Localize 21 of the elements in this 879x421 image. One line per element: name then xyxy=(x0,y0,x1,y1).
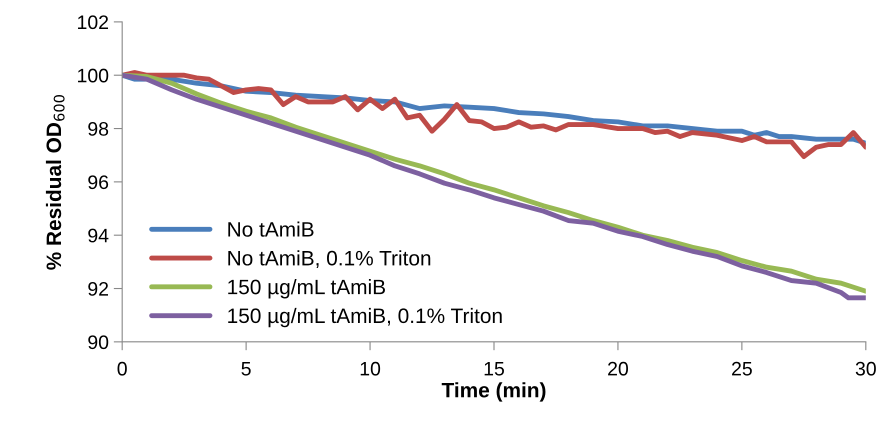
x-tick-label: 0 xyxy=(118,362,127,376)
x-tick-label: 5 xyxy=(241,362,251,376)
y-axis-title: % Residual OD$_{600}$ xyxy=(46,95,65,270)
line-series xyxy=(122,70,866,159)
x-tick-label: 15 xyxy=(484,362,504,376)
x-tick-label: 25 xyxy=(732,362,752,376)
y-tick-label: 96 xyxy=(88,175,108,190)
y-tick-label: 92 xyxy=(88,282,108,296)
y-tick-label: 94 xyxy=(88,228,108,242)
y-tick-label: 98 xyxy=(88,122,108,136)
x-tick-label: 30 xyxy=(856,362,876,376)
x-tick-label: 10 xyxy=(360,362,380,376)
x-axis-title: Time (min) xyxy=(442,382,546,402)
legend-label: No tAmiB, 0.1% Triton xyxy=(228,250,430,268)
y-tick-label: 90 xyxy=(88,335,108,350)
y-tick-label: 102 xyxy=(78,15,108,30)
y-tick-label: 100 xyxy=(78,68,108,82)
legend-label: No tAmiB xyxy=(228,221,314,237)
legend-label: 150 µg/mL tAmiB, 0.1% Triton xyxy=(228,308,502,328)
legend-label: 150 µg/mL tAmiB xyxy=(228,279,385,298)
x-tick-label: 20 xyxy=(608,362,628,376)
